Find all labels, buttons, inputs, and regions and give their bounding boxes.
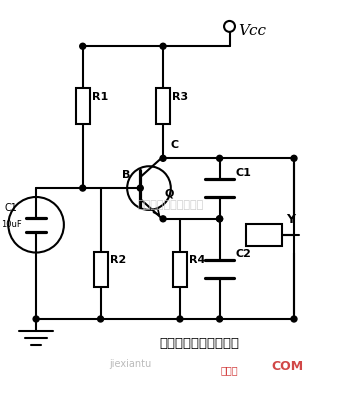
Circle shape xyxy=(217,216,223,222)
Circle shape xyxy=(160,216,166,222)
Circle shape xyxy=(160,43,166,49)
Text: Q: Q xyxy=(164,188,174,198)
Text: 10uF: 10uF xyxy=(1,220,22,229)
Text: R3: R3 xyxy=(172,92,188,102)
Text: C1: C1 xyxy=(236,168,251,178)
Circle shape xyxy=(217,216,223,222)
Bar xyxy=(76,88,90,124)
Text: COM: COM xyxy=(271,360,303,373)
Text: Y: Y xyxy=(286,213,295,226)
Circle shape xyxy=(291,155,297,161)
Circle shape xyxy=(137,185,143,191)
Circle shape xyxy=(33,316,39,322)
Text: R1: R1 xyxy=(92,92,108,102)
Circle shape xyxy=(80,185,86,191)
Text: 杭州将睿科技有限公司: 杭州将睿科技有限公司 xyxy=(138,200,204,210)
Circle shape xyxy=(160,155,166,161)
Text: C1: C1 xyxy=(4,203,17,213)
Bar xyxy=(173,252,187,287)
Text: 接线图: 接线图 xyxy=(221,365,238,376)
Text: C: C xyxy=(171,140,179,151)
Text: R4: R4 xyxy=(189,255,205,265)
Text: Vcc: Vcc xyxy=(238,24,266,39)
Bar xyxy=(94,252,107,287)
Circle shape xyxy=(217,155,223,161)
Circle shape xyxy=(217,316,223,322)
Bar xyxy=(156,88,170,124)
Circle shape xyxy=(291,316,297,322)
Text: R2: R2 xyxy=(109,255,126,265)
Circle shape xyxy=(80,43,86,49)
Text: 并联型石英晶体振荡器: 并联型石英晶体振荡器 xyxy=(160,337,240,350)
Circle shape xyxy=(177,316,183,322)
Text: jiexiantu: jiexiantu xyxy=(109,359,151,369)
Text: C2: C2 xyxy=(236,250,251,259)
Text: B: B xyxy=(122,170,131,180)
Bar xyxy=(247,224,282,246)
Circle shape xyxy=(98,316,104,322)
